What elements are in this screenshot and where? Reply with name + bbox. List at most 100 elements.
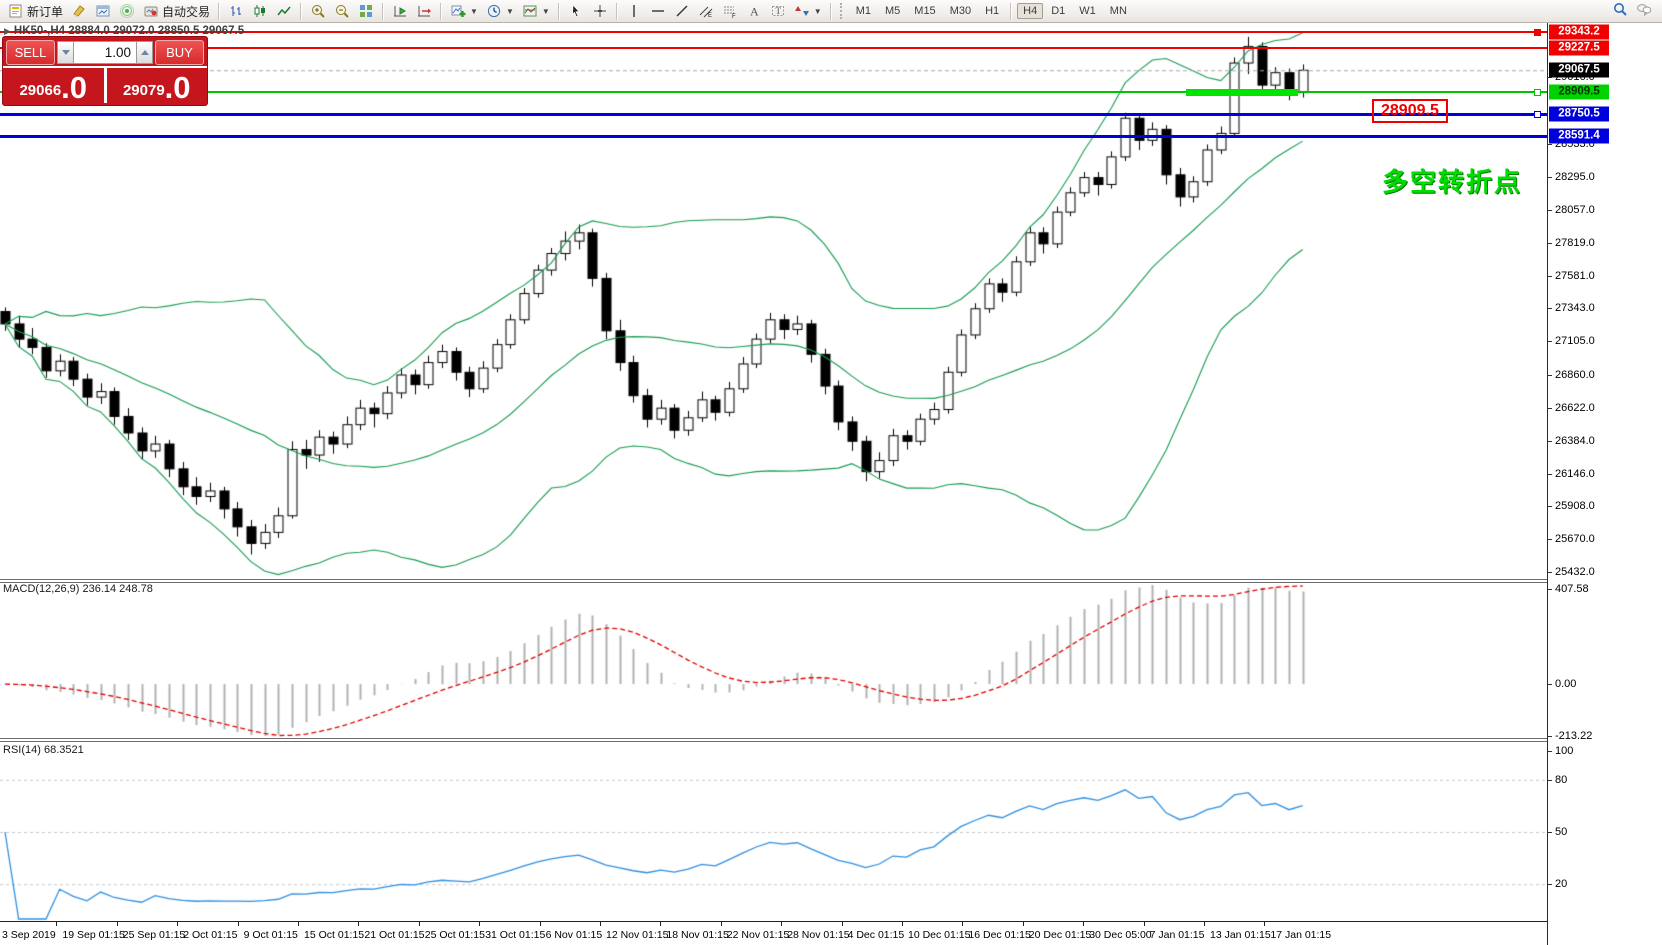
bar-chart-button[interactable]	[225, 2, 247, 20]
timeframe-w1-button[interactable]: W1	[1079, 5, 1096, 17]
buy-price-main: 29079	[122, 82, 165, 99]
timeframe-m5-button[interactable]: M5	[885, 5, 901, 17]
highlighted-level-segment[interactable]	[1186, 88, 1298, 96]
horizontal-level-line[interactable]	[0, 91, 1547, 94]
timeframe-h1-button[interactable]: H1	[985, 5, 1000, 17]
axis-tick-mark	[1548, 751, 1552, 752]
toolbar-grip[interactable]	[839, 3, 845, 19]
channel-button[interactable]: E	[695, 2, 717, 20]
new-order-button-label: 新订单	[27, 4, 64, 19]
time-axis-label: 25 Oct 01:15	[424, 929, 485, 941]
time-axis-tick	[479, 922, 481, 926]
chevron-down-icon[interactable]: ▼	[470, 6, 478, 16]
macd-rsi-separator[interactable]	[0, 738, 1662, 742]
vertical-line-button[interactable]	[623, 2, 645, 20]
price-tick-label: 27581.0	[1555, 269, 1595, 282]
autotrading-button[interactable]: 自动交易	[140, 2, 213, 21]
auto-scroll-button[interactable]	[389, 2, 411, 20]
timeframe-h4-button[interactable]: H4	[1017, 3, 1044, 19]
macd-label: MACD(12,26,9) 236.14 248.78	[3, 583, 153, 595]
axis-tick-mark	[1548, 375, 1552, 376]
time-axis-label: 9 Oct 01:15	[243, 929, 298, 941]
line-drag-handle[interactable]	[1534, 111, 1541, 118]
chart-shift-button[interactable]	[413, 2, 435, 20]
axis-tick-mark	[1548, 884, 1552, 886]
zoom-in-button[interactable]	[307, 2, 329, 20]
timeframe-m15-button[interactable]: M15	[914, 5, 936, 17]
line-chart-button[interactable]	[273, 2, 295, 20]
time-axis-tick	[116, 922, 118, 926]
axis-tick-mark	[1548, 832, 1552, 833]
chevron-down-icon[interactable]: ▼	[541, 6, 550, 16]
indicators-button[interactable]: ▼	[447, 2, 481, 20]
price-chart-canvas[interactable]	[0, 23, 1547, 945]
crosshair-button[interactable]	[589, 2, 611, 20]
text-button[interactable]: A	[743, 2, 765, 20]
candlestick-chart-button[interactable]	[249, 2, 271, 20]
horizontal-level-line[interactable]	[0, 134, 1547, 138]
trendline-icon	[674, 3, 690, 19]
chart-window-icon	[95, 3, 111, 19]
turning-point-annotation[interactable]: 多空转折点	[1382, 167, 1523, 197]
timeframe-m30-button[interactable]: M30	[949, 5, 972, 17]
horizontal-line-button[interactable]	[647, 2, 669, 20]
buy-button[interactable]: BUY	[155, 40, 204, 65]
trendline-button[interactable]	[671, 2, 693, 20]
volume-decrease-button[interactable]	[57, 41, 74, 64]
macd-tick-label: -213.22	[1555, 730, 1593, 742]
text-label-button[interactable]: T	[767, 2, 789, 20]
horizontal-level-line[interactable]	[0, 47, 1547, 50]
volume-input[interactable]: 1.00	[74, 41, 136, 64]
periods-button[interactable]: ▼	[483, 2, 517, 20]
zoom-out-button[interactable]	[331, 2, 353, 20]
volume-increase-button[interactable]	[136, 41, 153, 64]
timeframe-m1-button[interactable]: M1	[855, 5, 871, 17]
search-icon[interactable]	[1612, 1, 1628, 22]
horizontal-level-line[interactable]	[0, 112, 1547, 116]
highlighter-button[interactable]	[68, 2, 90, 20]
price-callout-label[interactable]: 28909.5	[1372, 99, 1448, 123]
time-axis-label: 17 Jan 01:15	[1270, 929, 1332, 941]
axis-tick-mark	[1548, 407, 1552, 409]
time-axis-label: 19 Sep 01:15	[62, 929, 125, 941]
chevron-down-icon[interactable]: ▼	[813, 6, 822, 16]
time-axis-label: 2 Oct 01:15	[183, 929, 238, 941]
rsi-tick-label: 100	[1555, 745, 1574, 757]
arrows-button[interactable]: ▼	[791, 2, 825, 20]
timeframe-d1-button[interactable]: D1	[1051, 5, 1066, 17]
templates-button[interactable]: ▼	[519, 2, 553, 20]
rsi-tick-label: 80	[1555, 773, 1568, 786]
one-click-toggle-icon[interactable]: ▶	[4, 26, 11, 36]
axis-tick-mark	[1548, 589, 1552, 590]
chart-window-button[interactable]	[92, 2, 114, 20]
time-axis-label: 16 Dec 01:15	[968, 929, 1031, 941]
new-order-button[interactable]: 新订单	[5, 2, 66, 21]
time-axis-tick	[418, 922, 420, 926]
main-macd-separator[interactable]	[0, 579, 1662, 583]
price-axis[interactable]: 29016.028533.028295.028057.027819.027581…	[1547, 23, 1662, 945]
line-drag-handle[interactable]	[1534, 89, 1541, 97]
line-drag-handle[interactable]	[1534, 29, 1541, 37]
sell-button[interactable]: SELL	[6, 40, 55, 65]
chat-icon[interactable]	[1636, 1, 1652, 22]
buy-price-decimal: .0	[164, 69, 191, 105]
buy-price[interactable]: 29079.0	[106, 68, 207, 105]
axis-tick-mark	[1548, 275, 1552, 277]
candlestick-chart-icon	[252, 3, 268, 19]
templates-icon	[522, 3, 538, 19]
axis-tick-mark	[1548, 506, 1552, 508]
chevron-down-icon[interactable]: ▼	[505, 6, 514, 16]
cursor-button[interactable]	[565, 2, 587, 20]
tile-windows-button[interactable]	[355, 2, 377, 20]
time-axis-label: 28 Nov 01:15	[787, 929, 850, 941]
toolbar-separator	[1010, 2, 1013, 20]
sell-price[interactable]: 29066.0	[3, 68, 104, 103]
toolbar-separator	[557, 2, 560, 20]
timeframe-mn-button[interactable]: MN	[1109, 5, 1127, 17]
price-tick-label: 26622.0	[1555, 401, 1595, 414]
fibonacci-button[interactable]: F	[719, 2, 741, 20]
horizontal-level-line[interactable]	[0, 31, 1547, 34]
axis-tick-mark	[1548, 736, 1552, 737]
axis-tick-mark	[1548, 209, 1552, 211]
signals-button[interactable]	[116, 2, 138, 20]
